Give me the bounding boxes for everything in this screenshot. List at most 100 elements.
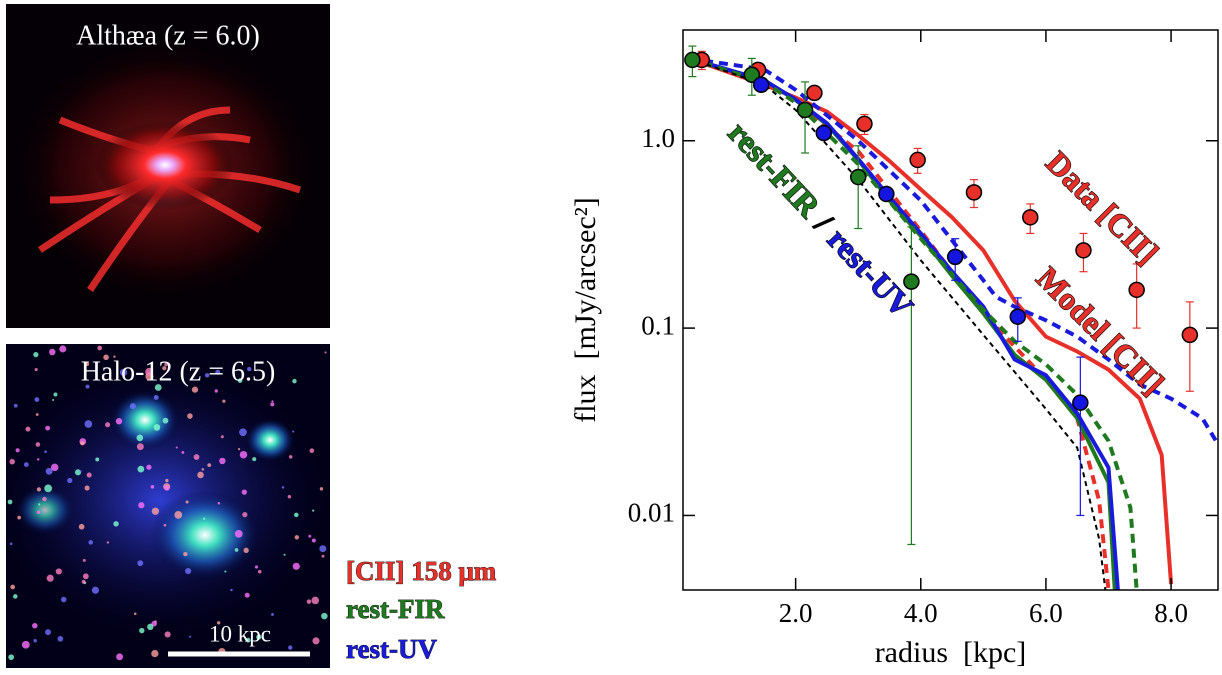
halo-dot [312, 509, 315, 512]
halo-dot [222, 399, 226, 403]
halo-dot [45, 467, 53, 475]
data-point [856, 115, 873, 133]
halo-dot [254, 565, 259, 569]
halo-dot [105, 422, 111, 428]
data-point [849, 168, 867, 186]
halo-dot [237, 448, 241, 451]
halo-dot [294, 535, 300, 540]
halo-dot [281, 486, 285, 489]
halo-dot [207, 463, 212, 468]
halo-dot [59, 345, 67, 353]
halo-dot [217, 501, 221, 505]
halo-dot [288, 455, 293, 459]
halo-dot [55, 568, 62, 575]
halo-dot [288, 645, 293, 650]
halo-dot [84, 485, 90, 491]
legend-text: rest-FIR [346, 594, 445, 624]
halo-dot [33, 352, 39, 358]
halo-dot [183, 551, 188, 557]
data-point [684, 51, 701, 69]
halo-dot [86, 472, 92, 478]
halo-dot [113, 355, 116, 358]
data-point [815, 124, 833, 142]
halo-dot [67, 477, 73, 484]
halo-dot [162, 417, 169, 424]
halo-dot [85, 384, 90, 389]
dashed-line [688, 56, 1218, 446]
x-tick-label: 4.0 [904, 598, 938, 628]
halo-dot [129, 403, 136, 410]
halo-dot [239, 450, 248, 459]
halo-dot [189, 635, 192, 638]
halo-dot [79, 470, 82, 473]
halo-dot [9, 542, 13, 546]
halo-dot [292, 378, 297, 384]
halo12-image [6, 344, 330, 668]
halo-dot [151, 649, 159, 658]
halo-dot [174, 511, 183, 519]
halo-dot [241, 489, 247, 495]
halo-dot [219, 457, 226, 465]
halo-dot [271, 400, 274, 403]
halo-dot [53, 392, 58, 397]
halo-dot [9, 458, 15, 465]
halo-dot [119, 368, 128, 377]
halo-dot [61, 596, 67, 603]
halo-dot [252, 457, 257, 462]
halo-dot [215, 369, 221, 375]
halo-dot [202, 517, 206, 520]
halo-dot [12, 594, 18, 599]
data-point [1128, 281, 1145, 299]
halo-dot [153, 395, 159, 400]
halo-dot [175, 446, 178, 449]
halo-dot [91, 586, 100, 594]
data-area [684, 45, 1218, 590]
halo-dot [309, 448, 315, 453]
halo-dot [308, 534, 312, 538]
halo-dot [17, 515, 21, 520]
halo-dot [133, 612, 137, 616]
halo-dot [84, 362, 90, 367]
halo-dot [197, 471, 204, 479]
data-point [946, 248, 964, 266]
halo-dot [49, 348, 56, 356]
x-tick-label: 2.0 [779, 598, 813, 628]
halo-dot [287, 495, 292, 499]
panel-label: Althæa (z = 6.0) [76, 20, 260, 51]
halo-dot [216, 621, 221, 625]
halo-dot [36, 487, 42, 492]
data-point [878, 185, 895, 203]
halo-dot [201, 468, 205, 471]
annotation: Data [CII] [1039, 144, 1166, 271]
halo-dot [136, 443, 144, 451]
halo-dot [237, 378, 243, 383]
halo-dot [57, 635, 64, 642]
halo-dot [15, 448, 20, 453]
halo-dot [154, 620, 157, 623]
halo-dot [38, 503, 41, 506]
data-point [1072, 394, 1089, 411]
scale-bar-label: 10 kpc [209, 621, 271, 646]
halo-dot [271, 613, 274, 616]
data-point [903, 273, 920, 290]
data-point [1181, 326, 1199, 344]
halo-dot [23, 462, 29, 468]
halo-dot [139, 627, 145, 634]
halo-dot [21, 640, 30, 649]
halo-dot [44, 484, 53, 493]
halo-dot [319, 545, 327, 553]
halo-dot [181, 450, 185, 454]
halo-dot [115, 418, 123, 425]
halo-dot [311, 538, 316, 543]
halo-dot [138, 502, 145, 509]
halo-dot [25, 426, 31, 432]
halo-dot [146, 464, 152, 470]
halo-dot [214, 389, 218, 393]
annotation-part: rest-UV [820, 221, 920, 324]
halo-dot [247, 366, 252, 372]
halo-dot [234, 548, 239, 552]
halo-dot [136, 434, 144, 442]
halo-dot [165, 478, 169, 483]
halo-dot [292, 562, 300, 570]
